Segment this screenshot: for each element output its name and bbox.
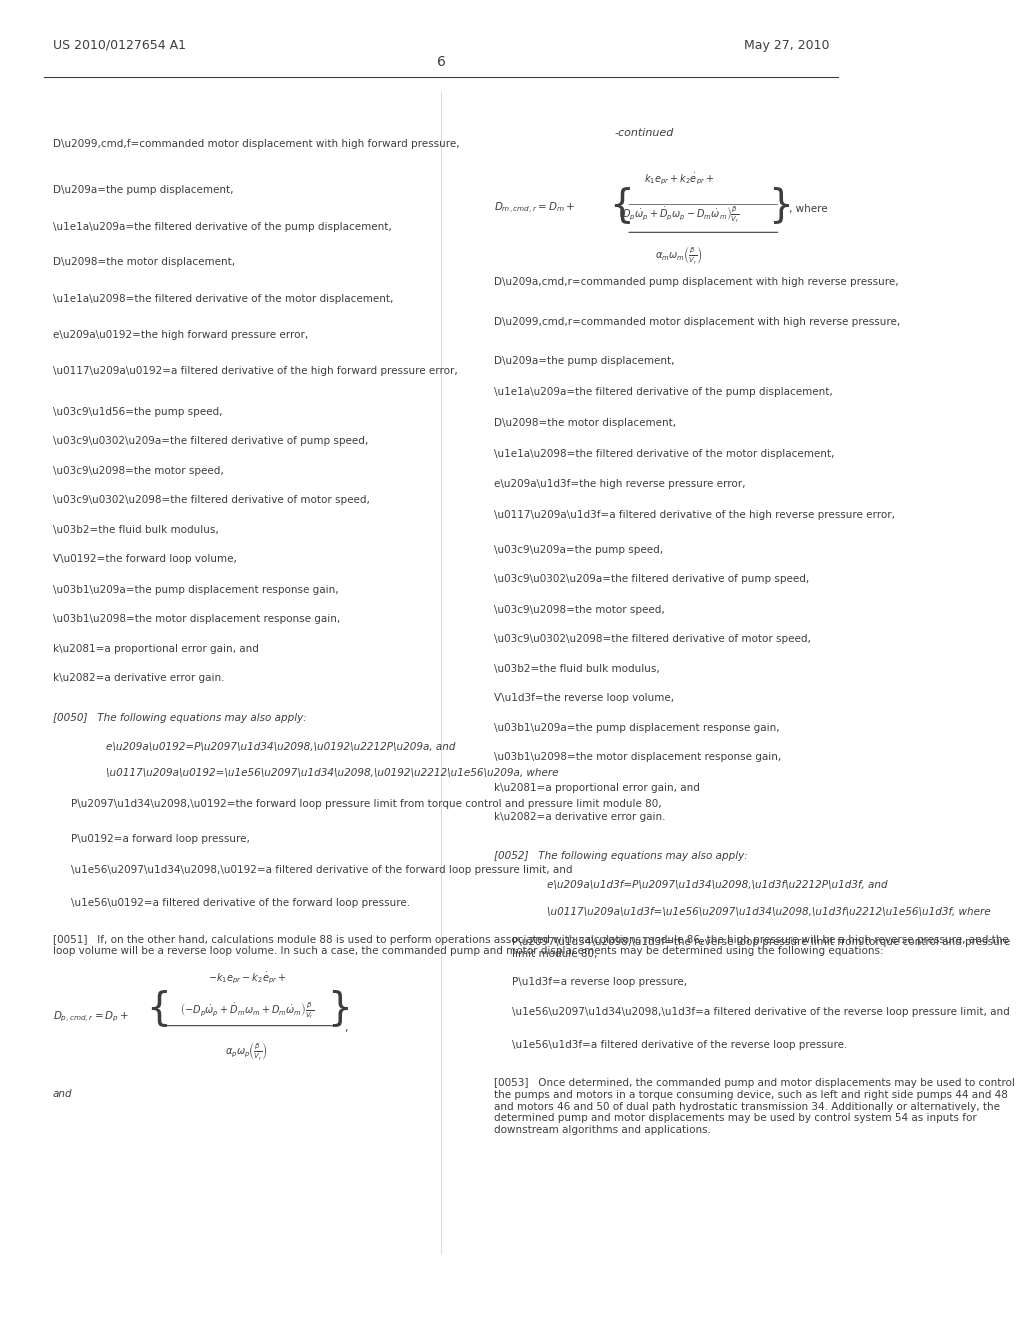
Text: \u1e56\u1d3f=a filtered derivative of the reverse loop pressure.: \u1e56\u1d3f=a filtered derivative of th… [512, 1040, 847, 1051]
Text: [0051]   If, on the other hand, calculations module 88 is used to perform operat: [0051] If, on the other hand, calculatio… [53, 935, 1009, 956]
Text: \u1e1a\u2098=the filtered derivative of the motor displacement,: \u1e1a\u2098=the filtered derivative of … [494, 449, 835, 459]
Text: \u03b2=the fluid bulk modulus,: \u03b2=the fluid bulk modulus, [494, 664, 659, 675]
Text: $-k_1 e_{pr} - k_2\dot{e}_{pr} +$: $-k_1 e_{pr} - k_2\dot{e}_{pr} +$ [208, 970, 287, 986]
Text: [0053]   Once determined, the commanded pump and motor displacements may be used: [0053] Once determined, the commanded pu… [494, 1078, 1015, 1135]
Text: [0050]   The following equations may also apply:: [0050] The following equations may also … [53, 713, 306, 723]
Text: May 27, 2010: May 27, 2010 [743, 38, 829, 51]
Text: \u03c9\u209a=the pump speed,: \u03c9\u209a=the pump speed, [494, 545, 663, 556]
Text: \u1e1a\u209a=the filtered derivative of the pump displacement,: \u1e1a\u209a=the filtered derivative of … [53, 222, 391, 232]
Text: \u1e1a\u2098=the filtered derivative of the motor displacement,: \u1e1a\u2098=the filtered derivative of … [53, 294, 393, 305]
Text: 6: 6 [436, 55, 445, 69]
Text: $D_{p,cmd,r} = D_p +$: $D_{p,cmd,r} = D_p +$ [53, 1010, 129, 1023]
Text: k\u2082=a derivative error gain.: k\u2082=a derivative error gain. [53, 673, 224, 684]
Text: \u03b1\u209a=the pump displacement response gain,: \u03b1\u209a=the pump displacement respo… [53, 585, 339, 595]
Text: ,: , [344, 1023, 347, 1034]
Text: \u03c9\u0302\u209a=the filtered derivative of pump speed,: \u03c9\u0302\u209a=the filtered derivati… [494, 574, 809, 585]
Text: e\u209a\u0192=the high forward pressure error,: e\u209a\u0192=the high forward pressure … [53, 330, 308, 341]
Text: V\u0192=the forward loop volume,: V\u0192=the forward loop volume, [53, 554, 237, 565]
Text: V\u1d3f=the reverse loop volume,: V\u1d3f=the reverse loop volume, [494, 693, 674, 704]
Text: $\alpha_p\omega_p\left(\frac{\beta}{V_r}\right)$: $\alpha_p\omega_p\left(\frac{\beta}{V_r}… [225, 1040, 268, 1063]
Text: D\u209a=the pump displacement,: D\u209a=the pump displacement, [494, 356, 675, 367]
Text: \u0117\u209a\u0192=\u1e56\u2097\u1d34\u2098,\u0192\u2212\u1e56\u209a, where: \u0117\u209a\u0192=\u1e56\u2097\u1d34\u2… [105, 768, 558, 779]
Text: P\u0192=a forward loop pressure,: P\u0192=a forward loop pressure, [71, 834, 250, 845]
Text: P\u2097\u1d34\u2098,\u0192=the forward loop pressure limit from torque control a: P\u2097\u1d34\u2098,\u0192=the forward l… [71, 799, 662, 809]
Text: $\left(-D_p\dot{\omega}_p + \dot{D}_m\omega_m + D_m\dot{\omega}_m\right)\frac{\b: $\left(-D_p\dot{\omega}_p + \dot{D}_m\om… [180, 1001, 314, 1022]
Text: $\left(D_p\dot{\omega}_p + \dot{D}_p\omega_p - D_m\dot{\omega}_m\right)\frac{\be: $\left(D_p\dot{\omega}_p + \dot{D}_p\ome… [618, 205, 739, 226]
Text: P\u1d3f=a reverse loop pressure,: P\u1d3f=a reverse loop pressure, [512, 977, 687, 987]
Text: D\u209a,cmd,r=commanded pump displacement with high reverse pressure,: D\u209a,cmd,r=commanded pump displacemen… [494, 277, 898, 288]
Text: \u03c9\u0302\u2098=the filtered derivative of motor speed,: \u03c9\u0302\u2098=the filtered derivati… [53, 495, 370, 506]
Text: \u1e56\u2097\u1d34\u2098,\u1d3f=a filtered derivative of the reverse loop pressu: \u1e56\u2097\u1d34\u2098,\u1d3f=a filter… [512, 1007, 1010, 1018]
Text: \u03b1\u209a=the pump displacement response gain,: \u03b1\u209a=the pump displacement respo… [494, 723, 779, 734]
Text: }: } [768, 186, 793, 223]
Text: e\u209a\u1d3f=P\u2097\u1d34\u2098,\u1d3f\u2212P\u1d3f, and: e\u209a\u1d3f=P\u2097\u1d34\u2098,\u1d3f… [547, 880, 888, 891]
Text: \u03b1\u2098=the motor displacement response gain,: \u03b1\u2098=the motor displacement resp… [53, 614, 340, 624]
Text: }: } [328, 990, 352, 1027]
Text: k\u2081=a proportional error gain, and: k\u2081=a proportional error gain, and [494, 783, 699, 793]
Text: \u03b2=the fluid bulk modulus,: \u03b2=the fluid bulk modulus, [53, 525, 219, 536]
Text: -continued: -continued [614, 128, 674, 139]
Text: \u03c9\u2098=the motor speed,: \u03c9\u2098=the motor speed, [53, 466, 223, 477]
Text: D\u2098=the motor displacement,: D\u2098=the motor displacement, [53, 257, 236, 268]
Text: \u1e56\u0192=a filtered derivative of the forward loop pressure.: \u1e56\u0192=a filtered derivative of th… [71, 898, 410, 908]
Text: $\alpha_m \omega_m\left(\frac{\beta}{V_r}\right)$: $\alpha_m \omega_m\left(\frac{\beta}{V_r… [655, 244, 702, 267]
Text: \u1e56\u2097\u1d34\u2098,\u0192=a filtered derivative of the forward loop pressu: \u1e56\u2097\u1d34\u2098,\u0192=a filter… [71, 865, 572, 875]
Text: {: { [609, 186, 634, 223]
Text: e\u209a\u0192=P\u2097\u1d34\u2098,\u0192\u2212P\u209a, and: e\u209a\u0192=P\u2097\u1d34\u2098,\u0192… [105, 742, 456, 752]
Text: \u0117\u209a\u1d3f=a filtered derivative of the high reverse pressure error,: \u0117\u209a\u1d3f=a filtered derivative… [494, 510, 895, 520]
Text: \u1e1a\u209a=the filtered derivative of the pump displacement,: \u1e1a\u209a=the filtered derivative of … [494, 387, 833, 397]
Text: \u03c9\u1d56=the pump speed,: \u03c9\u1d56=the pump speed, [53, 407, 222, 417]
Text: $D_{m,cmd,r} = D_m +$: $D_{m,cmd,r} = D_m +$ [494, 201, 575, 216]
Text: and: and [53, 1089, 73, 1100]
Text: D\u2098=the motor displacement,: D\u2098=the motor displacement, [494, 418, 676, 429]
Text: D\u209a=the pump displacement,: D\u209a=the pump displacement, [53, 185, 233, 195]
Text: D\u2099,cmd,r=commanded motor displacement with high reverse pressure,: D\u2099,cmd,r=commanded motor displaceme… [494, 317, 900, 327]
Text: $k_1 e_{pr} + k_2\dot{e}_{pr} +$: $k_1 e_{pr} + k_2\dot{e}_{pr} +$ [644, 172, 715, 187]
Text: , where: , where [790, 203, 828, 214]
Text: P\u2097\u1d34\u2098,\u1d3f=the reverse loop pressure limit from torque control a: P\u2097\u1d34\u2098,\u1d3f=the reverse l… [512, 937, 1010, 958]
Text: e\u209a\u1d3f=the high reverse pressure error,: e\u209a\u1d3f=the high reverse pressure … [494, 479, 745, 490]
Text: k\u2082=a derivative error gain.: k\u2082=a derivative error gain. [494, 812, 666, 822]
Text: US 2010/0127654 A1: US 2010/0127654 A1 [53, 38, 186, 51]
Text: \u03c9\u0302\u209a=the filtered derivative of pump speed,: \u03c9\u0302\u209a=the filtered derivati… [53, 436, 369, 446]
Text: \u0117\u209a\u1d3f=\u1e56\u2097\u1d34\u2098,\u1d3f\u2212\u1e56\u1d3f, where: \u0117\u209a\u1d3f=\u1e56\u2097\u1d34\u2… [547, 907, 990, 917]
Text: \u03c9\u0302\u2098=the filtered derivative of motor speed,: \u03c9\u0302\u2098=the filtered derivati… [494, 634, 811, 644]
Text: k\u2081=a proportional error gain, and: k\u2081=a proportional error gain, and [53, 644, 259, 655]
Text: \u0117\u209a\u0192=a filtered derivative of the high forward pressure error,: \u0117\u209a\u0192=a filtered derivative… [53, 366, 458, 376]
Text: [0052]   The following equations may also apply:: [0052] The following equations may also … [494, 851, 748, 862]
Text: {: { [146, 990, 171, 1027]
Text: \u03b1\u2098=the motor displacement response gain,: \u03b1\u2098=the motor displacement resp… [494, 752, 781, 763]
Text: D\u2099,cmd,f=commanded motor displacement with high forward pressure,: D\u2099,cmd,f=commanded motor displaceme… [53, 139, 460, 149]
Text: \u03c9\u2098=the motor speed,: \u03c9\u2098=the motor speed, [494, 605, 665, 615]
